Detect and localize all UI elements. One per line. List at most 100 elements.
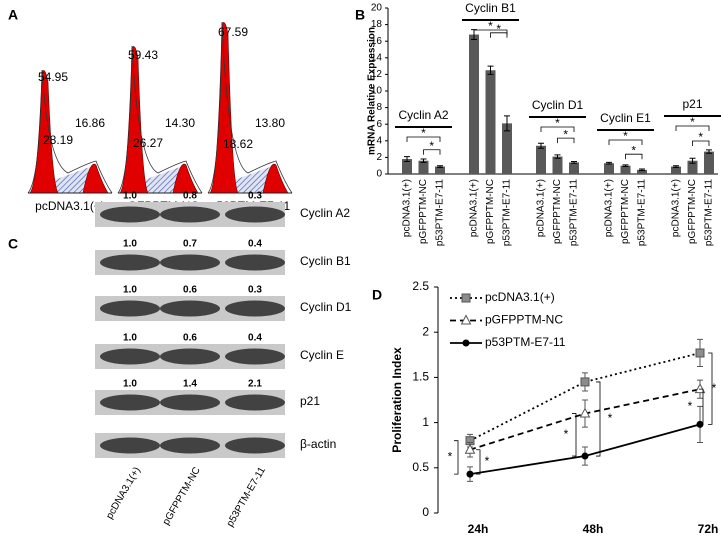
marker	[461, 293, 471, 303]
group-name: p21	[682, 97, 702, 111]
sig-star: *	[448, 450, 453, 464]
sig-bracket	[490, 32, 508, 38]
panel-letter: A	[8, 7, 18, 23]
marker	[579, 407, 591, 418]
category-label: pGFPPTM-NC	[687, 179, 698, 244]
y-tick-label: 6	[376, 119, 382, 130]
band-ratio: 1.0	[123, 285, 137, 296]
sig-bracket	[476, 449, 481, 475]
band-ratio: 0.6	[183, 333, 197, 344]
blot-band	[225, 437, 285, 454]
category-label: pcDNA3.1(+)	[671, 179, 682, 237]
blot-band	[160, 254, 220, 271]
hist-outline	[117, 45, 203, 194]
blot-band	[100, 254, 160, 271]
s-percent: 28.19	[43, 133, 73, 147]
legend-label: pGFPPTM-NC	[485, 313, 563, 327]
sig-bracket	[625, 153, 643, 160]
y-tick-label: 2.5	[412, 279, 429, 293]
y-tick-label: 0.5	[412, 460, 429, 474]
bar	[704, 151, 714, 174]
blot-band	[160, 437, 220, 454]
g1-percent: 67.59	[218, 25, 248, 39]
bar	[418, 160, 429, 174]
band-ratio: 1.0	[123, 191, 137, 202]
marker	[464, 443, 476, 454]
bar	[604, 163, 614, 174]
panel-letter: D	[372, 287, 382, 303]
panel-letter: C	[8, 236, 18, 252]
sig-bracket	[596, 381, 601, 457]
y-tick-label: 2	[422, 324, 429, 338]
hist-outline	[27, 69, 113, 194]
legend-label: pcDNA3.1(+)	[485, 290, 555, 304]
category-label: p53PTM-E7-11	[704, 179, 715, 247]
sig-bracket	[699, 388, 704, 425]
blot-band	[100, 300, 160, 317]
bar	[469, 34, 479, 175]
error-bar	[622, 164, 629, 168]
category-label: pcDNA3.1(+)	[536, 179, 547, 237]
category-label: p53PTM-E7-11	[637, 179, 648, 247]
protein-name: Cyclin D1	[300, 300, 352, 314]
band-ratio: 0.4	[248, 333, 262, 344]
x-tick-label: 72h	[698, 522, 719, 536]
sig-star: *	[688, 399, 693, 413]
sig-bracket	[692, 140, 710, 146]
sig-star: *	[623, 129, 628, 143]
bar	[671, 166, 681, 174]
bar	[552, 156, 563, 174]
y-tick-label: 1	[422, 415, 429, 429]
category-label: pGFPPTM-NC	[485, 179, 496, 244]
y-tick-label: 1.5	[412, 370, 429, 384]
category-label: pGFPPTM-NC	[552, 179, 563, 244]
category-label: pcDNA3.1(+)	[604, 179, 615, 237]
sig-bracket	[557, 137, 575, 144]
panel-letter: B	[355, 7, 365, 23]
error-bar	[487, 65, 494, 75]
blot-band	[160, 206, 220, 223]
bar	[402, 159, 412, 174]
category-label: pGFPPTM-NC	[620, 179, 631, 244]
blot-band	[100, 394, 160, 411]
band-ratio: 0.4	[248, 239, 262, 250]
error-bar	[571, 161, 577, 164]
sig-star: *	[555, 116, 560, 130]
error-bar	[504, 115, 510, 132]
band-ratio: 2.1	[248, 379, 262, 390]
category-label: pcDNA3.1(+)	[469, 179, 480, 237]
sig-star: *	[690, 115, 695, 129]
protein-name: p21	[300, 394, 320, 408]
error-bar	[420, 158, 427, 163]
category-label: p53PTM-E7-11	[435, 179, 446, 247]
group-name: Cyclin E1	[600, 111, 651, 125]
blot-band	[225, 206, 285, 223]
error-bar	[404, 156, 410, 163]
band-ratio: 1.0	[123, 333, 137, 344]
bar	[687, 160, 698, 174]
blot-band	[225, 254, 285, 271]
category-label: p53PTM-E7-11	[502, 179, 513, 247]
sig-bracket	[454, 440, 459, 475]
marker	[695, 348, 705, 358]
marker	[581, 452, 589, 460]
y-tick-label: 2	[376, 152, 382, 163]
sample-name: pcDNA3.1(+)	[35, 199, 105, 213]
band-ratio: 0.3	[248, 285, 262, 296]
sig-star: *	[563, 127, 568, 141]
y-tick-label: 8	[376, 102, 382, 113]
sig-star: *	[429, 139, 434, 153]
blot-band	[160, 300, 220, 317]
sig-star: *	[712, 381, 717, 395]
hist-g2	[172, 163, 199, 194]
blot-band	[100, 348, 160, 365]
sig-star: *	[608, 411, 613, 425]
y-axis-title: Proliferation Index	[390, 347, 404, 453]
y-tick-label: 0	[422, 505, 429, 519]
group-name: Cyclin D1	[532, 98, 584, 112]
protein-name: Cyclin B1	[300, 254, 351, 268]
sig-star: *	[421, 126, 426, 140]
x-tick-label: 24h	[468, 522, 489, 536]
